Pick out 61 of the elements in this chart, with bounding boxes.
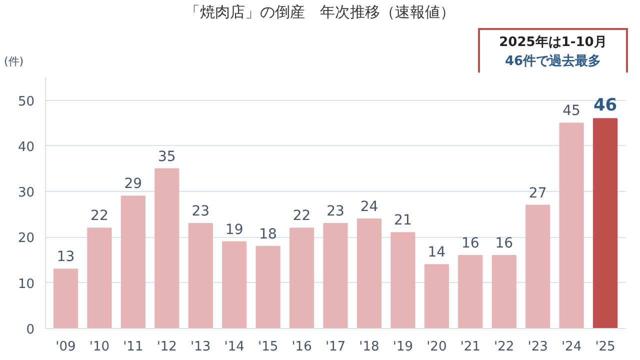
bar — [289, 228, 314, 328]
bar — [87, 228, 112, 328]
data-label: 45 — [562, 103, 580, 120]
bar — [222, 241, 247, 328]
bar — [424, 264, 449, 328]
data-label: 27 — [528, 185, 547, 202]
bar — [559, 122, 584, 328]
bar — [53, 268, 78, 328]
y-tick-label: 30 — [18, 186, 35, 201]
bar — [154, 168, 180, 328]
chart-title: 「焼肉店」の倒産 年次推移（速報値） — [184, 2, 456, 23]
x-tick-label: '09 — [56, 340, 76, 354]
y-axis-title: (件) — [4, 54, 24, 70]
bar — [188, 223, 213, 328]
data-label: 46 — [593, 96, 618, 116]
data-label: 16 — [495, 235, 514, 252]
x-tick-label: '17 — [325, 340, 346, 354]
y-tick-label: 50 — [18, 94, 35, 110]
x-tick-label: '23 — [528, 340, 548, 354]
bar — [458, 254, 483, 328]
bar — [390, 232, 416, 328]
bar — [256, 246, 280, 328]
x-tick-label: '22 — [494, 340, 514, 354]
x-tick-label: '25 — [595, 340, 616, 354]
x-tick-label: '13 — [190, 340, 211, 354]
x-tick-label: '12 — [156, 340, 177, 354]
x-tick-label: '14 — [224, 340, 244, 354]
x-tick-label: '24 — [561, 340, 582, 354]
data-label: 14 — [428, 244, 446, 261]
x-tick-label: '11 — [123, 340, 144, 354]
x-tick-label: '21 — [460, 340, 480, 354]
data-label: 13 — [56, 249, 75, 266]
data-label: 29 — [124, 176, 142, 192]
x-tick-label: '10 — [89, 340, 110, 354]
data-label: 23 — [192, 204, 210, 220]
data-label: 19 — [225, 222, 244, 238]
data-label: 35 — [158, 148, 176, 165]
bar — [323, 223, 348, 328]
x-tick-label: '15 — [258, 340, 278, 354]
bar — [492, 254, 516, 328]
data-label: 16 — [461, 235, 480, 252]
bar — [120, 196, 146, 328]
data-label: 24 — [360, 198, 378, 215]
data-label: 18 — [259, 226, 277, 242]
x-tick-label: '16 — [292, 340, 312, 354]
data-label: 21 — [394, 212, 412, 229]
y-tick-label: 20 — [18, 231, 35, 246]
bar — [526, 204, 550, 328]
text: 2025年は1-10月 — [498, 34, 608, 52]
x-tick-label: '19 — [392, 340, 414, 354]
data-label: 22 — [292, 208, 311, 224]
bar — [356, 218, 382, 328]
x-tick-label: '18 — [359, 340, 380, 354]
text: 46件で過去最多 — [504, 52, 602, 71]
data-label: 23 — [326, 204, 344, 220]
x-tick-label: '20 — [426, 340, 447, 354]
y-tick-label: 10 — [18, 276, 35, 292]
bar — [592, 118, 618, 328]
y-tick-label: 0 — [26, 322, 35, 338]
y-tick-label: 40 — [18, 140, 35, 155]
data-label: 22 — [90, 208, 108, 224]
